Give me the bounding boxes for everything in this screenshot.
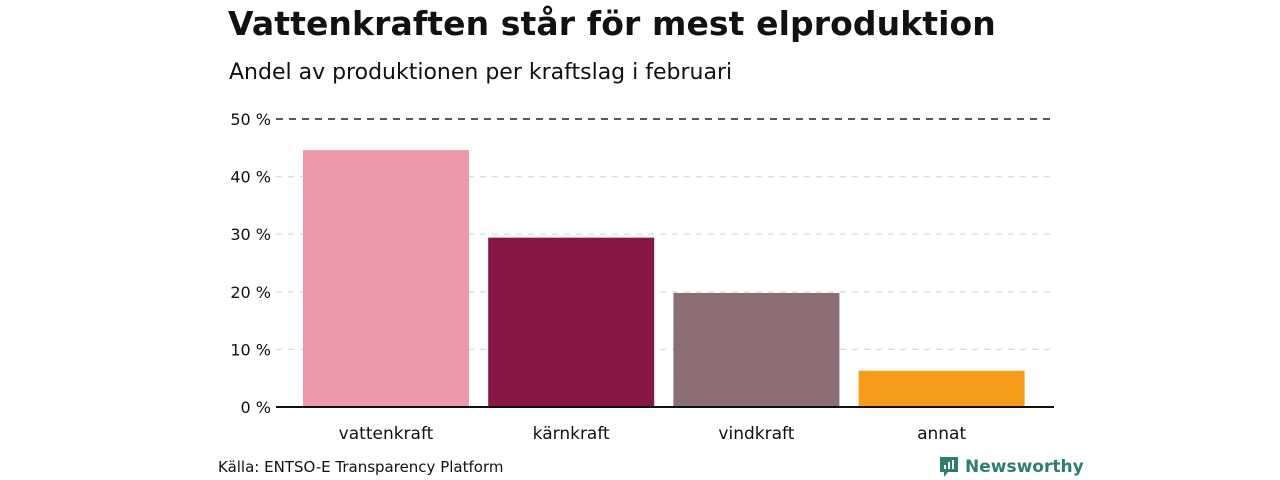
- bar-annat: [858, 370, 1025, 407]
- chart-subtitle: Andel av produktionen per kraftslag i fe…: [229, 60, 733, 85]
- chart-title: Vattenkraften står för mest elproduktion: [228, 4, 996, 43]
- y-tick-label: 50 %: [230, 110, 271, 129]
- bar-vattenkraft: [303, 150, 469, 407]
- y-tick-label: 40 %: [230, 168, 271, 187]
- x-category-label: annat: [917, 424, 966, 444]
- y-tick-label: 0 %: [241, 398, 271, 417]
- source-note: Källa: ENTSO-E Transparency Platform: [218, 458, 504, 476]
- x-category-label: vattenkraft: [339, 424, 434, 444]
- newsworthy-logo-icon: [940, 457, 958, 477]
- x-category-label: vindkraft: [718, 424, 794, 444]
- y-tick-label: 30 %: [230, 225, 271, 244]
- bar-vindkraft: [673, 292, 840, 407]
- x-category-label: kärnkraft: [533, 424, 610, 444]
- bar-karnkraft: [488, 237, 655, 407]
- newsworthy-logo: Newsworthy: [939, 456, 1084, 478]
- y-tick-label: 20 %: [230, 283, 271, 302]
- y-tick-label: 10 %: [230, 340, 271, 359]
- newsworthy-logo-text: Newsworthy: [965, 457, 1084, 477]
